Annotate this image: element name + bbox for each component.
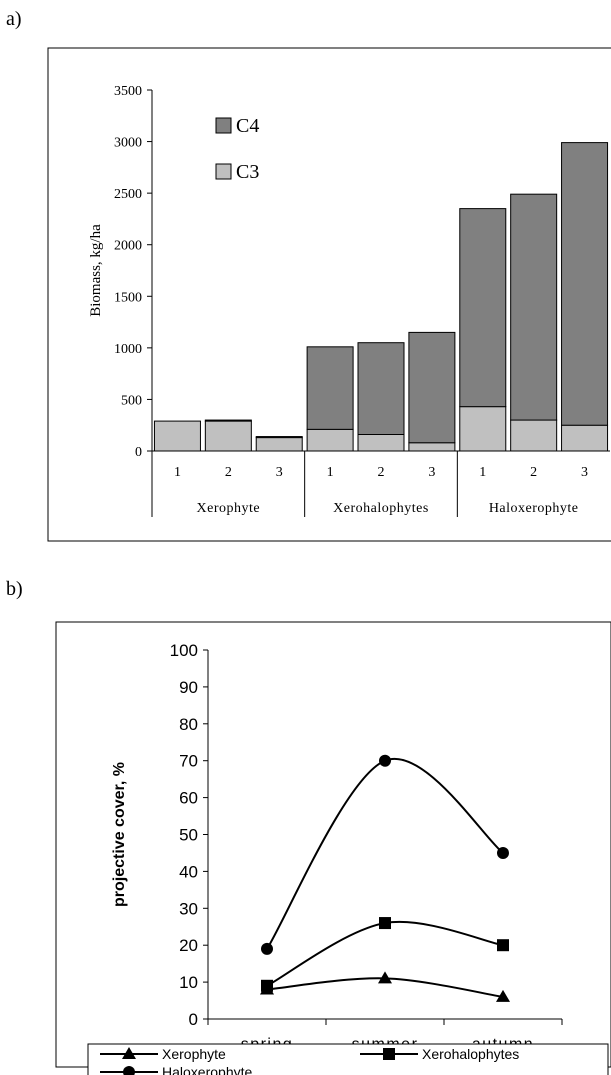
data-point-haloxerophyte [379, 754, 391, 767]
biomass-bar-chart: 0 500 1000 1500 2000 2500 3000 3500 Biomass, kg/… [47, 47, 611, 542]
bar-c4 [204, 419, 252, 422]
x-group-label: Xerohalophytes [333, 501, 429, 516]
bar-c3 [510, 419, 558, 452]
bar-c4 [459, 208, 507, 408]
y-tick-label: 500 [121, 393, 142, 408]
panel-b-label: b) [6, 578, 23, 600]
data-point-haloxerophyte [261, 942, 273, 955]
y-tick-label: 90 [179, 678, 198, 697]
data-point-xerohalophytes [379, 917, 391, 930]
chart-b-legend [87, 1043, 609, 1075]
x-category-label: 2 [225, 465, 232, 480]
data-point-xerohalophytes [261, 979, 273, 992]
data-point-xerophyte [496, 989, 510, 1002]
y-tick-label: 1500 [114, 290, 142, 305]
y-tick-label: 3000 [114, 136, 142, 151]
y-tick-label: 100 [170, 641, 198, 660]
legend-marker-xerophyte [122, 1047, 136, 1059]
legend-swatch-c3 [215, 163, 232, 180]
y-tick-label: 3500 [114, 84, 142, 99]
legend-swatch-c4 [215, 117, 232, 134]
data-point-xerophyte [378, 971, 392, 984]
chart-b-frame [55, 621, 611, 1068]
y-tick-label: 2500 [114, 187, 142, 202]
x-category-label: 3 [276, 465, 283, 480]
y-tick-label: 20 [179, 936, 198, 955]
panel-a-label: a) [6, 8, 22, 30]
bar-c4 [510, 193, 558, 421]
bar-c3 [459, 406, 507, 452]
x-category-label: 1 [327, 465, 334, 480]
y-axis-title: projective cover, % [111, 762, 128, 907]
y-tick-label: 40 [179, 862, 198, 881]
x-category-label: 2 [530, 465, 537, 480]
x-category-label: 3 [581, 465, 588, 480]
y-tick-label: 10 [179, 973, 198, 992]
legend-label-haloxerophyte: Haloxerophyte [162, 1064, 252, 1075]
legend-marker-xerohalophytes [383, 1048, 395, 1060]
x-group-label: Xerophyte [197, 501, 261, 516]
legend-label-xerohalophytes: Xerohalophytes [422, 1046, 519, 1062]
y-tick-label: 0 [135, 445, 142, 460]
y-tick-label: 60 [179, 789, 198, 808]
legend-label-xerophyte: Xerophyte [162, 1046, 226, 1062]
y-tick-label: 30 [179, 899, 198, 918]
y-tick-label: 70 [179, 752, 198, 771]
bar-c4 [306, 346, 354, 430]
x-category-label: 3 [428, 465, 435, 480]
bar-c3 [153, 420, 201, 452]
legend-marker-haloxerophyte [123, 1066, 135, 1075]
y-tick-label: 0 [189, 1010, 198, 1029]
legend-label-c3: C3 [236, 161, 259, 183]
x-category-label: 2 [378, 465, 385, 480]
chart-a-frame [47, 47, 611, 542]
y-tick-label: 50 [179, 826, 198, 845]
x-group-label: Haloxerophyte [489, 501, 579, 516]
bar-c4 [357, 342, 405, 435]
x-category-label: 1 [479, 465, 486, 480]
x-category-label: 1 [174, 465, 181, 480]
bar-c4 [561, 142, 609, 426]
y-tick-label: 2000 [114, 239, 142, 254]
bar-c4 [255, 436, 303, 439]
data-point-xerohalophytes [497, 939, 509, 952]
bar-c4 [408, 331, 456, 444]
y-axis-title: Biomass, kg/ha [88, 224, 104, 317]
data-point-haloxerophyte [497, 846, 509, 859]
y-tick-label: 1000 [114, 342, 142, 357]
legend-label-c4: C4 [236, 115, 259, 137]
y-tick-label: 80 [179, 715, 198, 734]
